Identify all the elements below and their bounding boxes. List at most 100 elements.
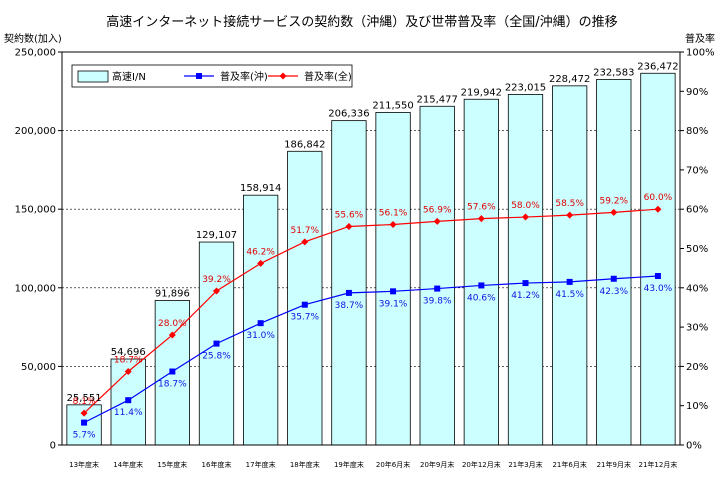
okinawa-rate-label: 25.8% <box>202 352 231 362</box>
bar <box>331 120 367 446</box>
legend-bar-swatch <box>77 70 109 83</box>
national-rate-label: 8.1% <box>73 397 96 407</box>
x-tick-label: 16年度末 <box>202 460 232 469</box>
x-tick-label: 21年3月末 <box>508 460 542 469</box>
national-rate-marker <box>213 287 220 295</box>
bar-series <box>66 72 676 446</box>
okinawa-rate-marker <box>434 285 441 292</box>
bar <box>287 150 323 446</box>
okinawa-rate-label: 41.2% <box>511 291 540 301</box>
okinawa-rate-label: 39.1% <box>379 299 408 309</box>
x-tick-label: 20年12月末 <box>462 460 501 469</box>
okinawa-rate-label: 18.7% <box>158 380 187 390</box>
national-rate-label: 55.6% <box>335 210 364 220</box>
bar <box>552 85 588 446</box>
okinawa-rate-marker <box>566 278 573 285</box>
okinawa-rate-label: 40.6% <box>467 293 496 303</box>
bar-value-label: 215,477 <box>417 94 458 105</box>
legend-bar-label: 高速I/N <box>112 70 146 83</box>
y-right-tick-label: 0% <box>686 441 702 452</box>
national-rate-label: 58.0% <box>511 201 540 211</box>
okinawa-rate-label: 43.0% <box>644 284 673 294</box>
national-rate-label: 59.2% <box>599 196 628 206</box>
okinawa-rate-marker <box>257 320 264 327</box>
legend-national-label: 普及率(全) <box>304 70 352 83</box>
bar-value-label: 25,551 <box>67 393 102 404</box>
x-tick-label: 20年6月末 <box>376 460 410 469</box>
national-rate-label: 57.6% <box>467 203 496 213</box>
gridlines <box>62 51 680 367</box>
x-tick-label: 17年度末 <box>246 460 276 469</box>
bar-value-label: 158,914 <box>240 183 281 194</box>
y-left-tick-label: 200,000 <box>15 126 56 137</box>
national-rate-marker <box>124 368 132 376</box>
legend-okinawa-marker <box>196 73 202 79</box>
x-tick-label: 21年9月末 <box>597 460 631 469</box>
bar-value-label: 236,472 <box>637 61 678 72</box>
y-left-tick-label: 0 <box>50 441 56 452</box>
y-left-tick-label: 250,000 <box>15 48 56 59</box>
okinawa-rate-marker <box>81 419 88 426</box>
national-rate-label: 60.0% <box>644 193 673 203</box>
x-tick-label: 14年度末 <box>113 460 143 469</box>
okinawa-rate-marker <box>522 280 529 287</box>
plot-frame <box>61 51 681 446</box>
y-right-tick-label: 50% <box>686 244 708 255</box>
bar-value-label: 54,696 <box>111 347 146 358</box>
okinawa-rate-marker <box>213 340 220 347</box>
okinawa-rate-marker <box>169 368 176 375</box>
okinawa-rate-label: 41.5% <box>555 290 584 300</box>
okinawa-rate-marker <box>478 282 485 289</box>
okinawa-rate-marker <box>610 275 617 282</box>
okinawa-rate-label: 31.0% <box>246 331 275 341</box>
national-rate-label: 18.7% <box>114 356 143 366</box>
y-right-tick-label: 40% <box>686 283 708 294</box>
national-rate-marker <box>610 208 618 216</box>
national-rate-line <box>83 208 658 414</box>
okinawa-rate-marker <box>125 397 132 404</box>
y-left-tick-label: 100,000 <box>15 283 56 294</box>
bar <box>419 105 455 446</box>
bar <box>507 94 544 446</box>
y-right-tick-label: 10% <box>686 401 708 412</box>
bar-value-label: 186,842 <box>284 139 325 150</box>
bar <box>243 194 279 446</box>
legend-national-marker <box>279 72 287 80</box>
y-right-tick-label: 90% <box>686 87 708 98</box>
okinawa-rate-label: 39.8% <box>423 297 452 307</box>
national-rate-marker <box>433 217 441 225</box>
national-rate-label: 56.1% <box>379 209 408 219</box>
okinawa-rate-marker <box>654 273 661 280</box>
national-rate-marker <box>345 222 353 230</box>
x-tick-label: 21年6月末 <box>552 460 586 469</box>
national-rate-marker <box>80 409 88 417</box>
national-rate-marker <box>654 205 662 213</box>
national-rate-marker <box>168 331 176 339</box>
x-tick-label: 21年12月末 <box>639 460 678 469</box>
legend: 高速I/N 普及率(沖) 普及率(全) <box>71 64 353 88</box>
national-rate-marker <box>477 215 485 223</box>
okinawa-rate-marker <box>301 301 308 308</box>
okinawa-rate-marker <box>345 289 352 296</box>
okinawa-rate-label: 11.4% <box>114 408 143 418</box>
y-right-tick-label: 60% <box>686 205 708 216</box>
bar-value-label: 219,942 <box>461 87 502 98</box>
line-series <box>80 205 662 426</box>
national-rate-label: 39.2% <box>202 275 231 285</box>
legend-okinawa-label: 普及率(沖) <box>220 70 268 83</box>
national-rate-label: 28.0% <box>158 319 187 329</box>
national-rate-marker <box>389 221 397 229</box>
x-tick-label: 13年度末 <box>69 460 99 469</box>
x-tick-label: 20年9月末 <box>420 460 454 469</box>
y-left-tick-label: 150,000 <box>15 205 56 216</box>
data-labels: 25,551 54,696 91,896 129,107 158,914 186,842 2… <box>67 61 679 440</box>
national-rate-marker <box>566 211 574 219</box>
bar-value-label: 228,472 <box>549 74 590 85</box>
bar <box>640 72 676 446</box>
okinawa-rate-label: 5.7% <box>73 431 96 441</box>
x-tick-label: 19年度末 <box>334 460 364 469</box>
national-rate-label: 51.7% <box>290 226 319 236</box>
y-right-tick-label: 30% <box>686 323 708 334</box>
